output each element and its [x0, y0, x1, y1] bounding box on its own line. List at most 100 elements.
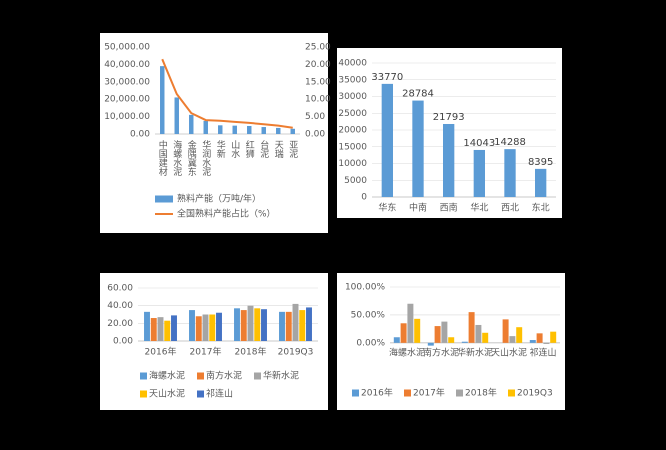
bar	[448, 337, 455, 343]
legend-marker	[352, 389, 359, 397]
bar	[461, 341, 468, 343]
y2-tick-label: 5.00	[305, 112, 325, 122]
legend-marker	[197, 372, 204, 380]
bar	[279, 311, 285, 341]
bar	[171, 315, 177, 341]
legend-marker	[254, 372, 261, 380]
legend-marker	[140, 390, 147, 398]
x-tick-label: 2016年	[145, 346, 177, 358]
bar	[234, 308, 240, 341]
bar	[442, 123, 455, 197]
x-tick-label: 红狮	[244, 139, 255, 159]
bar	[292, 303, 299, 341]
bar	[202, 314, 209, 341]
bar	[536, 333, 543, 343]
bar	[218, 125, 223, 134]
bar	[504, 149, 516, 197]
x-tick-label: 东北	[532, 202, 550, 214]
legend-label: 2019Q3	[517, 389, 553, 399]
x-tick-label: 天山水泥	[491, 347, 527, 359]
x-tick-label: 台泥	[258, 139, 269, 159]
legend-label: 南方水泥	[206, 370, 242, 382]
bar	[174, 97, 179, 134]
legend-label: 2018年	[465, 387, 497, 399]
x-tick-label: 西南	[440, 202, 458, 214]
x-tick-label: 华东	[378, 202, 396, 214]
value-label: 14288	[494, 137, 526, 148]
x-tick-label: 西北	[501, 203, 519, 214]
legend-marker	[404, 389, 411, 397]
x-tick-label: 2018年	[235, 346, 267, 358]
bar	[299, 310, 306, 341]
x-tick-label: 华新水泥	[457, 347, 493, 359]
legend-label: 华新水泥	[263, 370, 299, 382]
y-tick-label: 40,000.00	[104, 60, 150, 70]
x-tick-label: 天瑞	[273, 140, 284, 158]
y-tick-label: 20,000.00	[104, 95, 150, 105]
y2-tick-label: 20.00	[305, 60, 331, 70]
bar	[550, 331, 557, 343]
bar	[427, 342, 434, 346]
y-tick-label: 35000	[338, 75, 367, 85]
bar	[400, 323, 407, 343]
legend-label: 海螺水泥	[149, 370, 185, 382]
bar	[306, 307, 312, 341]
x-tick-label: 华新	[215, 139, 226, 159]
legend-label: 祁连山	[206, 388, 233, 400]
bar	[414, 318, 421, 343]
bar	[203, 120, 208, 134]
bar	[509, 336, 516, 343]
value-label: 33770	[371, 72, 403, 83]
bar	[529, 340, 536, 343]
y2-tick-label: 10.00	[305, 95, 331, 105]
bar	[157, 317, 164, 341]
y-tick-label: 20.00	[107, 319, 133, 329]
bar	[534, 168, 547, 197]
x-tick-label: 海螺水泥	[171, 139, 182, 177]
bar	[164, 320, 171, 341]
bar	[473, 149, 486, 197]
bar	[468, 312, 475, 343]
x-tick-label: 亚泥	[287, 140, 298, 159]
x-tick-label: 中南	[409, 202, 427, 214]
bar	[240, 310, 247, 341]
bar	[232, 125, 237, 134]
bar	[195, 316, 202, 341]
bar	[516, 327, 523, 343]
legend-label: 2016年	[361, 387, 393, 399]
bar	[407, 303, 414, 343]
y-tick-label: 0.00	[113, 337, 133, 347]
bar	[290, 128, 295, 134]
panel	[100, 273, 328, 410]
legend-marker	[140, 372, 147, 380]
bar	[285, 311, 292, 341]
y-tick-label: 40.00	[107, 301, 133, 311]
y-tick-label: 0.00%	[356, 338, 385, 348]
bar	[393, 337, 400, 343]
y-tick-label: 60.00	[107, 284, 133, 294]
x-tick-label: 中国建材	[157, 139, 168, 176]
y-tick-label: 50.00%	[351, 310, 386, 320]
y2-tick-label: 0.00	[305, 130, 325, 140]
x-tick-label: 华润水泥	[200, 139, 211, 177]
y-tick-label: 40000	[338, 59, 367, 69]
bar	[144, 311, 150, 341]
bar	[434, 326, 441, 343]
legend-label: 天山水泥	[149, 388, 185, 400]
y-tick-label: 30000	[338, 92, 367, 102]
bar	[502, 319, 509, 343]
y2-tick-label: 15.00	[305, 77, 331, 87]
bar	[189, 310, 195, 341]
y-tick-label: 0	[361, 193, 367, 203]
legend-label: 全国熟料产能占比（%）	[177, 208, 276, 220]
legend-marker	[197, 390, 204, 398]
bar	[247, 305, 254, 341]
value-label: 14043	[463, 138, 495, 149]
bar	[475, 324, 482, 343]
bar	[261, 309, 267, 341]
y-tick-label: 10,000.00	[104, 112, 150, 122]
y-tick-label: 25000	[338, 109, 367, 119]
y-tick-label: 15000	[338, 142, 367, 152]
value-label: 8395	[528, 157, 553, 168]
